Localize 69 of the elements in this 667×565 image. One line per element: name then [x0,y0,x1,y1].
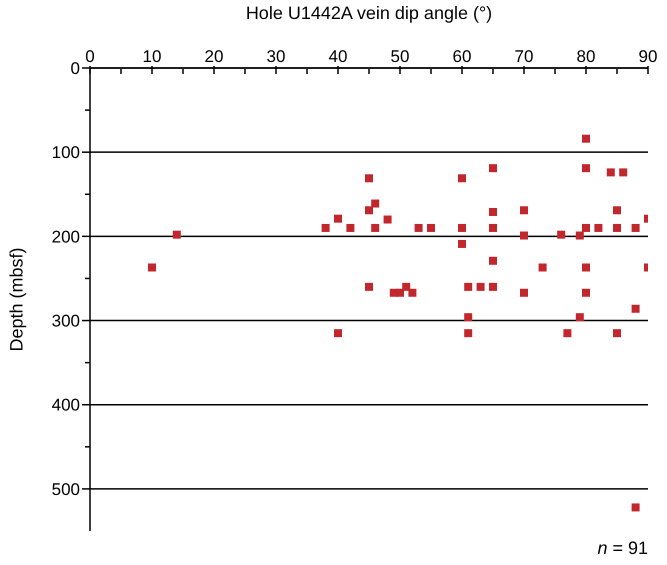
x-axis-title: Hole U1442A vein dip angle (°) [246,2,492,23]
point [172,230,181,239]
point [582,164,590,172]
point [606,168,615,176]
x-tick-label: 80 [576,47,596,66]
point [576,232,584,240]
x-tick-label: 10 [142,47,162,66]
y-tick-label: 200 [52,227,80,246]
y-tick-label: 300 [52,312,80,331]
point [613,206,621,214]
point [563,329,572,338]
point [489,256,497,265]
point [371,224,380,232]
point [582,134,590,143]
point [458,174,466,182]
point [322,224,330,232]
point [619,168,628,176]
point [365,174,373,182]
point [489,164,497,172]
y-tick-label: 400 [52,396,80,415]
point [557,230,566,239]
point [520,288,528,297]
point [365,206,373,214]
y-tick-label: 100 [52,143,80,162]
x-tick-label: 0 [85,47,95,66]
point [582,288,590,297]
point [594,224,602,232]
point [613,329,621,338]
point [476,282,485,291]
point [371,200,380,208]
point [489,224,497,232]
text: n = 91 [597,538,648,558]
x-tick-label: 30 [266,47,286,66]
point [464,282,472,291]
point [365,282,373,291]
point [408,288,416,297]
point [489,282,497,291]
x-tick-label: 40 [328,47,348,66]
point [427,224,435,232]
point [632,224,640,232]
point [458,240,466,248]
point [489,208,497,216]
point [520,232,528,240]
x-tick-label: 50 [390,47,410,66]
x-tick-label: 20 [204,47,224,66]
point [582,264,590,272]
point [520,206,528,214]
point [582,224,590,232]
point [613,224,621,232]
x-tick-label: 60 [452,47,472,66]
point [464,313,472,322]
point [414,224,423,232]
point [538,264,547,272]
point [632,304,640,313]
x-tick-label: 90 [638,47,658,66]
point [334,329,342,338]
point [148,264,156,272]
point [464,329,472,338]
point [632,503,640,512]
point [384,216,392,224]
point [396,288,404,297]
y-axis-title: Depth (mbsf) [6,247,26,352]
y-tick-label: 0 [70,59,80,78]
x-tick-label: 70 [514,47,534,66]
point [346,224,354,232]
point [458,224,466,232]
point [576,313,584,322]
point [334,214,342,223]
y-tick-label: 500 [52,480,80,499]
